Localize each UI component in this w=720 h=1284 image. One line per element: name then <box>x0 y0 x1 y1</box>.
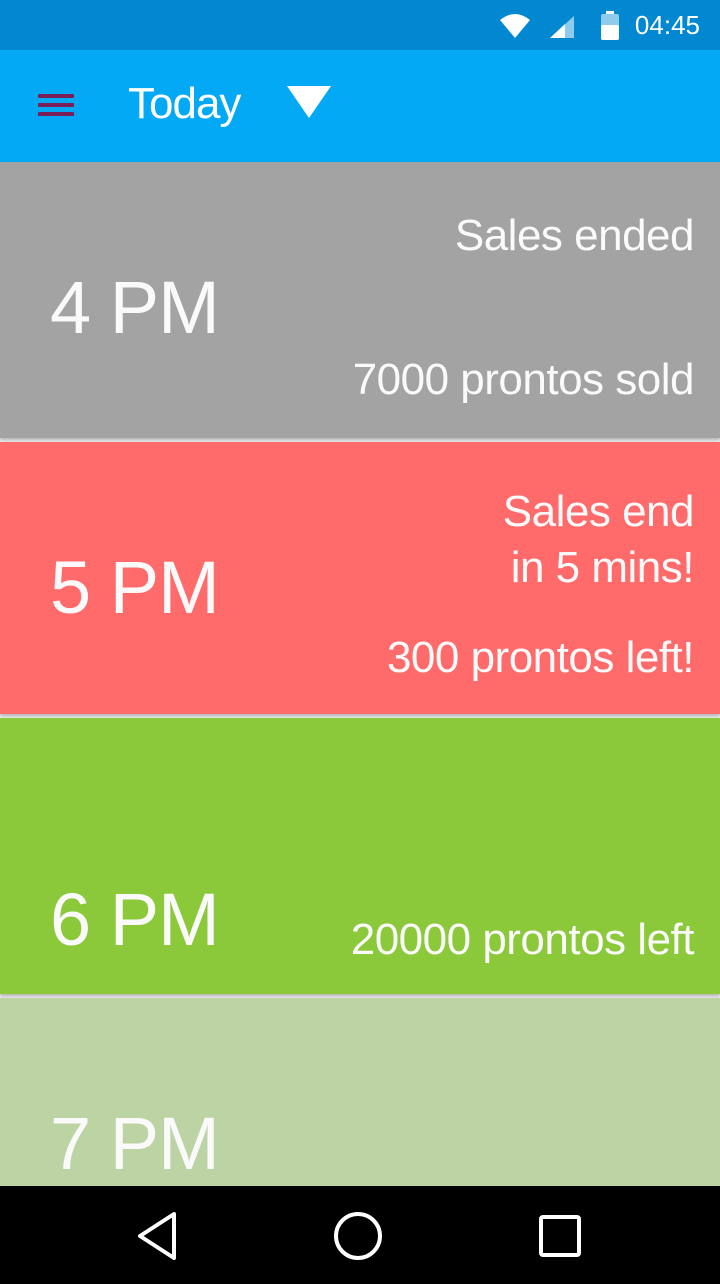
slot-time: 4 PM <box>50 266 220 349</box>
slot-count: 7000 prontos sold <box>352 355 695 404</box>
slot-time: 5 PM <box>50 546 220 629</box>
hamburger-menu-icon-line <box>38 112 74 116</box>
status-clock: 04:45 <box>634 10 700 40</box>
slot-time: 6 PM <box>50 878 220 961</box>
system-nav-bar <box>0 1186 720 1284</box>
back-icon[interactable] <box>128 1206 188 1266</box>
slot-card-5pm[interactable]: Sales end in 5 mins! 5 PM 300 prontos le… <box>0 442 720 714</box>
app-bar: Today <box>0 50 720 162</box>
home-icon[interactable] <box>328 1206 388 1266</box>
signal-icon <box>550 16 574 38</box>
battery-icon <box>601 11 619 40</box>
slot-count: 300 prontos left! <box>386 633 695 682</box>
slot-status: Sales end in 5 mins! <box>502 487 695 592</box>
recents-icon[interactable] <box>530 1206 590 1266</box>
app-bar-title: Today <box>128 79 241 128</box>
hamburger-menu-icon-line <box>38 103 74 107</box>
slot-card-6pm[interactable]: 6 PM 20000 prontos left <box>0 718 720 994</box>
slot-status: Sales ended <box>454 211 695 260</box>
status-bar: 04:45 <box>0 0 720 50</box>
slot-count: 20000 prontos left <box>350 915 695 964</box>
time-slot-list[interactable]: Sales ended 4 PM 7000 prontos sold Sales… <box>0 162 720 1186</box>
menu-button[interactable] <box>34 88 78 124</box>
wifi-icon <box>500 14 530 38</box>
hamburger-menu-icon <box>38 94 74 98</box>
slot-card-4pm[interactable]: Sales ended 4 PM 7000 prontos sold <box>0 162 720 438</box>
caret-down-icon <box>287 86 331 118</box>
slot-time: 7 PM <box>50 1102 220 1185</box>
slot-card-7pm[interactable]: 7 PM <box>0 998 720 1186</box>
day-selector-dropdown[interactable]: Today <box>128 74 348 134</box>
